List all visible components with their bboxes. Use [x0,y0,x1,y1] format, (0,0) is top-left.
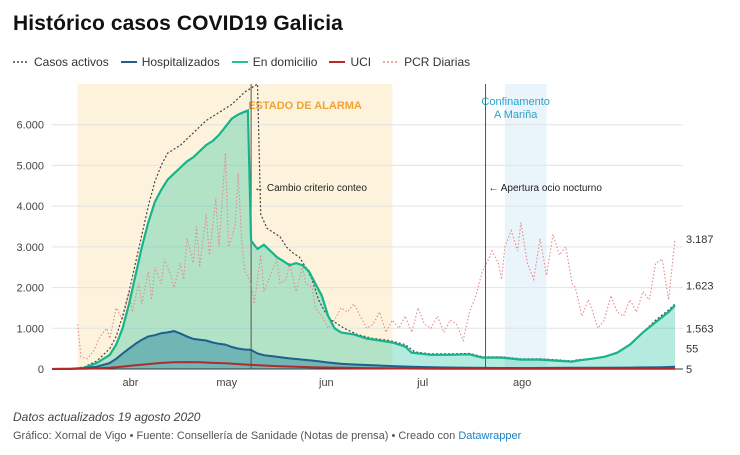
datawrapper-link[interactable]: Datawrapper [458,430,522,442]
area-hospitalizados [52,331,675,369]
x-tick-label: abr [123,377,139,389]
y-tick-label: 1.000 [16,323,44,335]
legend-label-activos: Casos activos [34,55,109,69]
y-tick-label: 3.000 [16,242,44,254]
legend-item-uci: UCI [329,55,371,69]
legend-label-uci: UCI [350,55,372,69]
band-label-marina-line: A Mariña [494,109,538,121]
line-uci [51,361,675,370]
y-tick-label: 0 [38,364,44,376]
legend-label-hosp: Hospitalizados [141,55,220,69]
legend-label-domicilio: En domicilio [252,55,318,69]
annotation-label-criterio: ← Cambio criterio conteo [254,183,367,194]
x-tick-label: jul [416,377,428,389]
y-tick-label: 2.000 [16,283,44,295]
legend-swatch-domicilio [231,61,248,63]
legend-swatch-activos [13,61,29,63]
legend-swatch-hosp [120,61,137,63]
legend-item-hosp: Hospitalizados [120,55,220,69]
end-label: 3.187 [686,234,714,246]
annotation-label-ocio: ← Apertura ocio nocturno [489,183,603,194]
line-en-domicilio [51,108,676,371]
page-title: Histórico casos COVID19 Galicia [13,12,343,35]
band-alarma [77,84,393,369]
chart-legend: Casos activos Hospitalizados En domicilio U… [13,55,470,69]
end-label: 5 [686,364,692,376]
credits-text: Gráfico: Xornal de Vigo • Fuente: Consel… [13,430,459,442]
area-domicilio [52,110,675,369]
x-tick-label: ago [513,377,531,389]
line-pcr-diarias [77,153,676,360]
legend-swatch-pcr [383,61,400,63]
end-label: 1.563 [686,323,714,335]
x-tick-label: jun [318,377,334,389]
legend-label-pcr: PCR Diarias [404,55,471,69]
legend-item-domicilio: En domicilio [231,55,318,69]
end-label: 1.623 [686,281,714,293]
end-label: 55 [686,344,698,356]
band-label-marina-line: Confinamento [481,96,550,108]
legend-item-activos: Casos activos [13,55,109,69]
band-label-alarma: ESTADO DE ALARMA [248,100,362,112]
credits-line: Gráfico: Xornal de Vigo • Fuente: Consel… [13,430,521,442]
update-note: Datos actualizados 19 agosto 2020 [13,410,201,424]
y-tick-label: 6.000 [16,120,44,132]
x-tick-label: may [216,377,237,389]
y-tick-label: 5.000 [16,160,44,172]
y-tick-label: 4.000 [16,201,44,213]
legend-swatch-uci [329,61,346,63]
legend-item-pcr: PCR Diarias [383,55,470,69]
covid-line-chart: 0 1.000 2.000 3.000 4.000 5.000 6.000 ESTADO DE… [16,82,714,389]
band-marina [504,84,547,369]
line-hospitalizados [51,330,676,370]
